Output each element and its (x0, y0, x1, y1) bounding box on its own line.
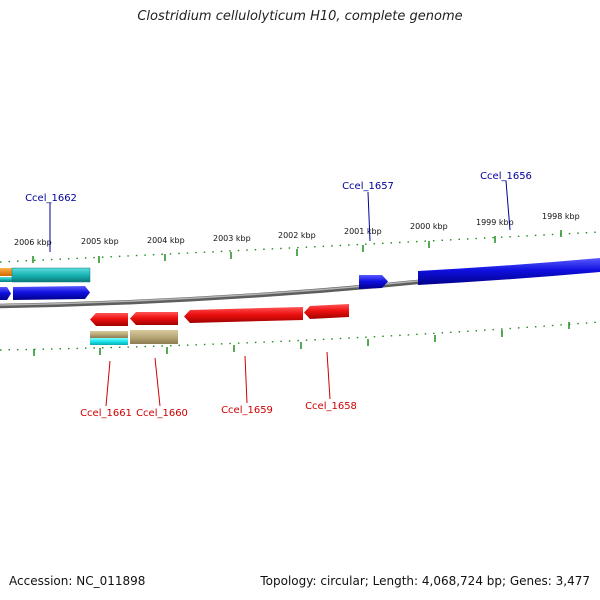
gene-label-ccel-1656[interactable]: Ccel_1656 (480, 171, 532, 182)
gene-ccel-1660[interactable] (130, 312, 178, 325)
gene-label-ccel-1659[interactable]: Ccel_1659 (221, 405, 273, 416)
gene-ccel-1658[interactable] (304, 304, 349, 319)
gene-cyan[interactable] (90, 338, 128, 345)
gene-ccel-1662[interactable] (11, 267, 91, 283)
kbp-label: 2003 kbp (213, 234, 251, 243)
kbp-label: 2000 kbp (410, 222, 448, 231)
gene-blue[interactable] (13, 286, 90, 300)
kbp-label: 2005 kbp (81, 237, 119, 246)
accession-label: Accession: NC_011898 (9, 574, 146, 588)
genome-summary: Topology: circular; Length: 4,068,724 bp… (260, 574, 590, 588)
gene-ccel-1659[interactable] (184, 307, 303, 323)
outer-major-ticks (32, 230, 562, 263)
gene-label-ccel-1662[interactable]: Ccel_1662 (25, 193, 77, 204)
gene-teal[interactable] (0, 277, 12, 282)
gene-tan[interactable] (130, 330, 178, 344)
kbp-label: 2004 kbp (147, 236, 185, 245)
gene-blue[interactable] (0, 287, 11, 300)
kbp-label: 1998 kbp (542, 212, 580, 221)
gene-tan[interactable] (90, 331, 128, 338)
gene-orange[interactable] (0, 268, 12, 276)
leader-line (505, 180, 511, 231)
gene-label-ccel-1660[interactable]: Ccel_1660 (136, 408, 188, 419)
leader-line (105, 360, 111, 407)
leader-line (154, 357, 161, 407)
genome-title: Clostridium cellulolyticum H10, complete… (137, 9, 463, 24)
kbp-label: 2001 kbp (344, 227, 382, 236)
gene-label-ccel-1661[interactable]: Ccel_1661 (80, 408, 132, 419)
kbp-label: 2002 kbp (278, 231, 316, 240)
kbp-label: 2006 kbp (14, 238, 52, 247)
leader-line (367, 191, 371, 242)
kbp-label: 1999 kbp (476, 218, 514, 227)
gene-ccel-1657[interactable] (359, 275, 388, 289)
inner-major-ticks (33, 322, 570, 356)
gene-label-ccel-1658[interactable]: Ccel_1658 (305, 401, 357, 412)
gene-ccel-1661[interactable] (90, 313, 128, 326)
leader-line (326, 351, 331, 400)
gene-label-ccel-1657[interactable]: Ccel_1657 (342, 181, 394, 192)
gene-ccel-1656[interactable] (418, 258, 600, 285)
leader-line (244, 355, 248, 404)
